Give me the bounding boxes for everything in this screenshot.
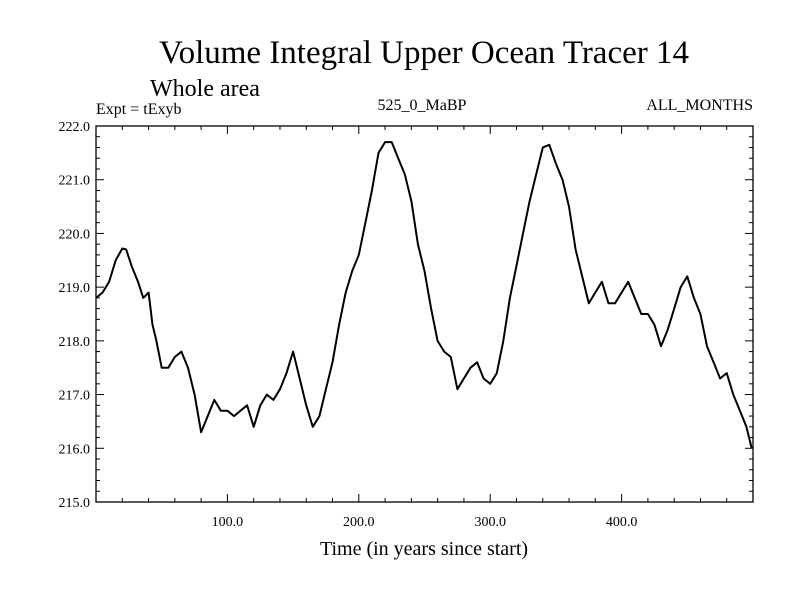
tick-layer (96, 126, 753, 502)
y-tick-label: 221.0 (59, 174, 91, 189)
annotation-center: 525_0_MaBP (378, 97, 467, 114)
y-tick-label: 215.0 (59, 496, 91, 511)
annotation-right: ALL_MONTHS (646, 97, 753, 114)
x-tick-label: 400.0 (606, 515, 638, 530)
annotation-left: Expt = tExyb (96, 101, 181, 118)
tick-label-layer: 215.0 216.0 217.0 218.0 219.0 220.0 221.0 222.0… (59, 120, 638, 530)
y-tick-label: 216.0 (59, 442, 91, 457)
chart-subtitle: Whole area (150, 76, 260, 102)
x-axis-label: Time (in years since start) (320, 538, 528, 560)
y-tick-label: 217.0 (59, 389, 91, 404)
x-tick-label: 300.0 (474, 515, 506, 530)
y-tick-label: 222.0 (59, 120, 91, 135)
y-tick-label: 220.0 (59, 227, 91, 242)
series-line (95, 141, 753, 449)
plot-frame (95, 125, 754, 503)
chart-title: Volume Integral Upper Ocean Tracer 14 (159, 35, 689, 71)
y-tick-label: 218.0 (59, 335, 91, 350)
x-tick-label: 100.0 (212, 515, 244, 530)
y-tick-label: 219.0 (59, 281, 91, 296)
x-tick-label: 200.0 (343, 515, 375, 530)
